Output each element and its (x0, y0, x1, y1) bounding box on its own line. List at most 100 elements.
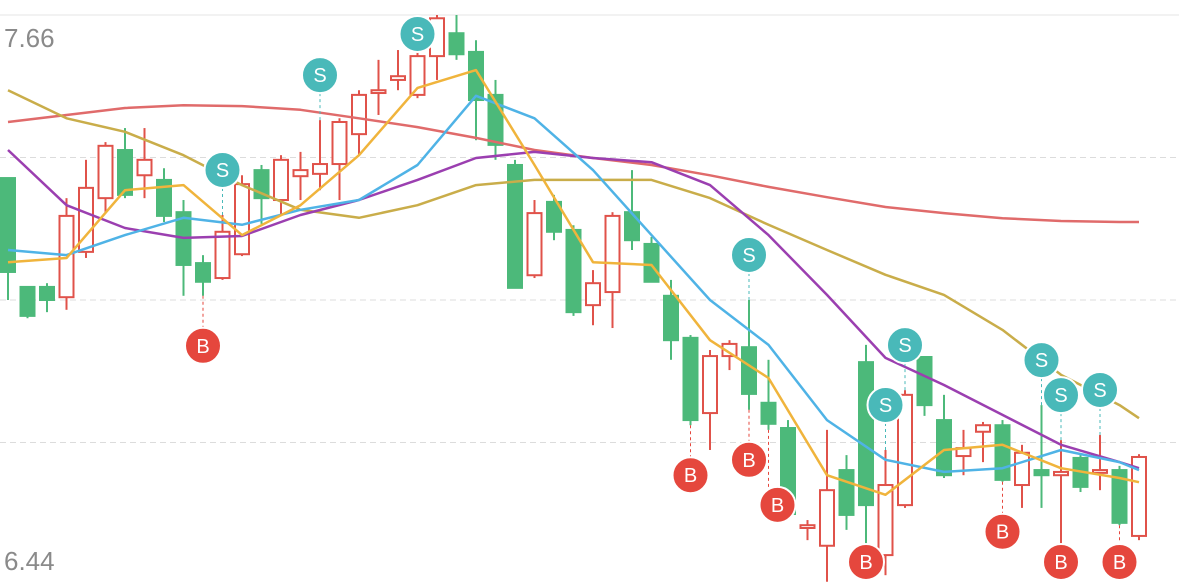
candle-body (994, 424, 1011, 481)
y-tick-label: 6.44 (4, 546, 55, 576)
candle-body (1092, 469, 1108, 474)
buy-signal: B (184, 295, 222, 365)
signal-dot (730, 236, 768, 274)
signal-label: B (859, 552, 872, 574)
candle-body (702, 355, 718, 415)
signal-label: S (216, 160, 229, 182)
candle-body (585, 282, 601, 307)
candle-body (1033, 469, 1050, 477)
candle-body (604, 214, 621, 294)
candle-body (975, 424, 991, 433)
candle-body (195, 262, 211, 283)
candle-body (331, 120, 348, 166)
signal-dot (301, 56, 339, 95)
signal-dot (847, 543, 885, 581)
ma-line (7, 103, 1139, 224)
buy-signal: B (671, 425, 710, 495)
candle-body (916, 356, 933, 407)
candle-body (663, 294, 679, 342)
sell-signal: S (1022, 341, 1061, 406)
y-tick-label: 7.66 (4, 23, 55, 53)
candle-body (565, 228, 582, 314)
candle-body (1111, 469, 1128, 524)
candle-body (1014, 451, 1030, 487)
candle-body (507, 163, 523, 289)
signal-label: B (684, 465, 697, 487)
candle-body (370, 89, 387, 95)
sell-signal: S (398, 15, 437, 53)
signal-label: B (196, 336, 209, 358)
sell-signal: S (730, 236, 768, 300)
sell-signal: S (1042, 376, 1080, 441)
candle-body (19, 285, 36, 317)
signal-dot (730, 440, 768, 479)
ma-line (7, 149, 1140, 470)
sell-signal: S (301, 56, 339, 121)
signal-dot (203, 150, 242, 189)
signal-label: S (1093, 380, 1106, 402)
signal-label: B (742, 450, 755, 472)
buy-signal: B (847, 543, 885, 581)
signal-label: S (742, 245, 755, 267)
candle-body (682, 336, 699, 422)
sell-signal: S (1081, 371, 1119, 436)
buy-signal: B (758, 429, 797, 524)
candle-body (1131, 455, 1147, 537)
signal-dot (758, 485, 797, 524)
sell-signal: S (866, 385, 905, 450)
signal-dot (1100, 543, 1139, 581)
signal-label: S (898, 335, 911, 357)
signal-dot (1022, 341, 1061, 380)
signal-label: B (1113, 552, 1126, 574)
candle-body (409, 55, 426, 96)
signal-label: B (1054, 552, 1067, 574)
candle-body (468, 50, 484, 102)
candle-body (741, 346, 757, 395)
candle-body (292, 169, 309, 178)
candle-body (312, 163, 328, 175)
candle-body (858, 361, 874, 507)
signal-label: S (1035, 350, 1048, 372)
candle-body (136, 158, 153, 177)
signal-dot (866, 385, 905, 424)
signal-label: B (996, 522, 1009, 544)
candle-body (156, 178, 172, 217)
candle-body (448, 32, 465, 56)
signal-label: S (411, 24, 424, 46)
signal-label: S (879, 395, 892, 417)
signal-dot (1081, 371, 1119, 410)
candle-body (526, 212, 543, 277)
buy-signal: B (1100, 525, 1139, 581)
candle-body (273, 158, 289, 202)
signal-label: B (771, 495, 784, 517)
candle-body (643, 242, 660, 283)
candle-body (721, 342, 738, 358)
candle-body (39, 285, 55, 301)
buy-signal: B (983, 481, 1022, 551)
candle-body (234, 183, 250, 256)
candle-body (760, 401, 777, 425)
candle-body (97, 144, 114, 200)
candle-body (390, 75, 406, 81)
candle-body (214, 230, 231, 280)
signal-dot (671, 456, 710, 495)
signal-label: S (1054, 385, 1067, 407)
sell-signal: S (203, 150, 242, 215)
ma-line (7, 94, 1140, 474)
ma-line (7, 89, 1140, 420)
buy-signal: B (730, 409, 768, 479)
candle-body (877, 484, 894, 557)
candle-body (799, 524, 816, 529)
signal-dot (983, 512, 1022, 551)
candle-body (936, 419, 952, 477)
candle-body (78, 186, 94, 253)
candle-body (117, 149, 133, 196)
candle-body (0, 177, 16, 273)
candle-body (624, 211, 640, 242)
signal-dot (886, 326, 924, 365)
signal-label: S (313, 65, 326, 87)
candle-body (546, 200, 562, 233)
signal-dot (398, 15, 437, 53)
